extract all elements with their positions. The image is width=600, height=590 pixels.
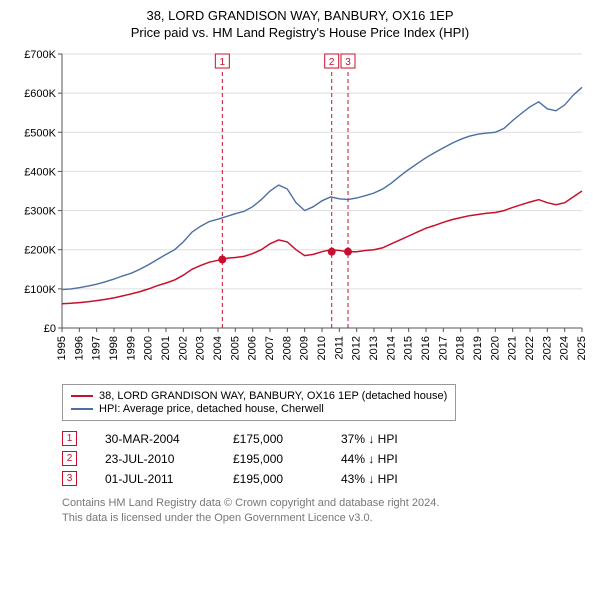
svg-text:1995: 1995: [56, 336, 68, 360]
svg-text:£500K: £500K: [24, 127, 56, 139]
svg-text:2006: 2006: [247, 336, 259, 360]
attribution-line-2: This data is licensed under the Open Gov…: [62, 511, 588, 526]
svg-text:2020: 2020: [489, 336, 501, 360]
svg-text:2008: 2008: [281, 336, 293, 360]
svg-text:2023: 2023: [541, 336, 553, 360]
chart-plot: £0 £100K £200K £300K £400K £500K £600K £700K 199…: [12, 48, 588, 378]
svg-text:2025: 2025: [576, 336, 588, 360]
svg-text:2007: 2007: [264, 336, 276, 360]
svg-text:2005: 2005: [229, 336, 241, 360]
chart-title: 38, LORD GRANDISON WAY, BANBURY, OX16 1E…: [12, 8, 588, 23]
event-row: 3 01-JUL-2011 £195,000 43% ↓ HPI: [62, 471, 588, 486]
svg-text:£400K: £400K: [24, 166, 56, 178]
svg-text:1: 1: [220, 57, 226, 68]
svg-text:£300K: £300K: [24, 206, 56, 218]
event-marker: 3: [62, 471, 77, 486]
legend-row: HPI: Average price, detached house, Cher…: [71, 403, 447, 415]
legend-swatch: [71, 408, 93, 410]
svg-text:2000: 2000: [143, 336, 155, 360]
legend: 38, LORD GRANDISON WAY, BANBURY, OX16 1E…: [62, 384, 456, 421]
svg-text:2015: 2015: [403, 336, 415, 360]
svg-text:2009: 2009: [299, 336, 311, 360]
event-table: 1 30-MAR-2004 £175,000 37% ↓ HPI 2 23-JUL-201…: [62, 431, 588, 486]
svg-text:2: 2: [329, 57, 335, 68]
chart-subtitle: Price paid vs. HM Land Registry's House …: [12, 25, 588, 40]
legend-label: HPI: Average price, detached house, Cher…: [99, 403, 324, 415]
svg-text:2010: 2010: [316, 336, 328, 360]
event-date: 01-JUL-2011: [105, 472, 205, 486]
svg-text:2012: 2012: [351, 336, 363, 360]
event-diff: 37% ↓ HPI: [341, 432, 431, 446]
event-date: 23-JUL-2010: [105, 452, 205, 466]
svg-text:1999: 1999: [125, 336, 137, 360]
legend-swatch: [71, 395, 93, 397]
svg-text:2017: 2017: [437, 336, 449, 360]
chart-svg: £0 £100K £200K £300K £400K £500K £600K £700K 199…: [12, 48, 588, 378]
event-diff: 43% ↓ HPI: [341, 472, 431, 486]
event-price: £195,000: [233, 452, 313, 466]
svg-text:2003: 2003: [195, 336, 207, 360]
svg-text:£100K: £100K: [24, 284, 56, 296]
svg-text:2013: 2013: [368, 336, 380, 360]
svg-text:2016: 2016: [420, 336, 432, 360]
svg-text:2004: 2004: [212, 336, 224, 360]
legend-label: 38, LORD GRANDISON WAY, BANBURY, OX16 1E…: [99, 390, 447, 402]
event-date: 30-MAR-2004: [105, 432, 205, 446]
svg-text:2022: 2022: [524, 336, 536, 360]
svg-text:£200K: £200K: [24, 245, 56, 257]
svg-text:2024: 2024: [559, 336, 571, 360]
svg-text:2002: 2002: [177, 336, 189, 360]
svg-text:3: 3: [345, 57, 351, 68]
event-row: 1 30-MAR-2004 £175,000 37% ↓ HPI: [62, 431, 588, 446]
title-block: 38, LORD GRANDISON WAY, BANBURY, OX16 1E…: [12, 8, 588, 40]
svg-text:1998: 1998: [108, 336, 120, 360]
event-row: 2 23-JUL-2010 £195,000 44% ↓ HPI: [62, 451, 588, 466]
svg-text:2018: 2018: [455, 336, 467, 360]
svg-text:2001: 2001: [160, 336, 172, 360]
event-price: £175,000: [233, 432, 313, 446]
svg-text:2019: 2019: [472, 336, 484, 360]
attribution-line-1: Contains HM Land Registry data © Crown c…: [62, 496, 588, 511]
svg-text:1996: 1996: [73, 336, 85, 360]
event-diff: 44% ↓ HPI: [341, 452, 431, 466]
event-marker: 1: [62, 431, 77, 446]
chart-container: 38, LORD GRANDISON WAY, BANBURY, OX16 1E…: [0, 0, 600, 538]
svg-text:1997: 1997: [91, 336, 103, 360]
svg-text:£0: £0: [44, 323, 56, 335]
svg-text:£700K: £700K: [24, 49, 56, 61]
svg-text:2011: 2011: [333, 336, 345, 360]
event-marker: 2: [62, 451, 77, 466]
svg-text:£600K: £600K: [24, 88, 56, 100]
svg-text:2021: 2021: [507, 336, 519, 360]
event-price: £195,000: [233, 472, 313, 486]
svg-text:2014: 2014: [385, 336, 397, 360]
legend-row: 38, LORD GRANDISON WAY, BANBURY, OX16 1E…: [71, 390, 447, 402]
attribution: Contains HM Land Registry data © Crown c…: [62, 496, 588, 526]
